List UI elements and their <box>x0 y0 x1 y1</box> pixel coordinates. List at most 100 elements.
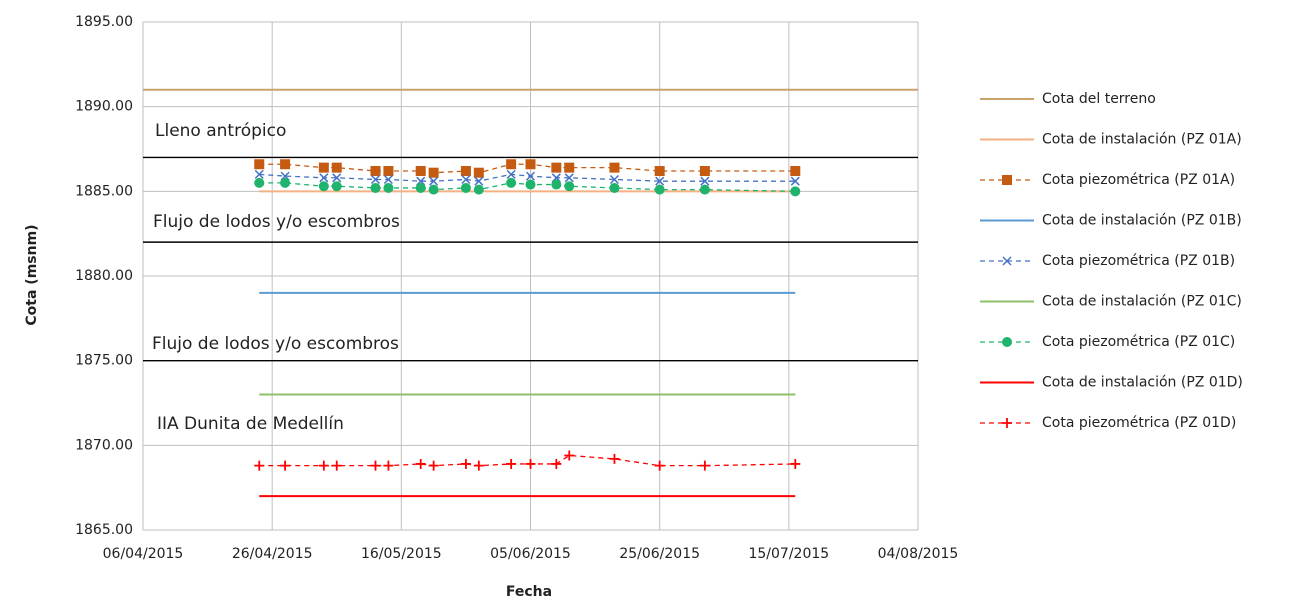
marker <box>460 166 471 177</box>
marker <box>564 450 575 461</box>
marker <box>318 460 329 471</box>
legend-item: Cota de instalación (PZ 01D) <box>980 375 1243 391</box>
marker <box>473 184 484 195</box>
marker <box>473 167 484 178</box>
annotation: Flujo de lodos y/o escombros <box>153 212 400 232</box>
x-tick-label: 05/06/2015 <box>490 546 571 562</box>
x-tick-label: 25/06/2015 <box>619 546 700 562</box>
marker <box>654 460 665 471</box>
marker <box>383 174 393 185</box>
marker <box>551 162 562 173</box>
legend-label: Cota piezométrica (PZ 01C) <box>1042 334 1235 350</box>
marker <box>564 181 575 192</box>
y-tick-label: 1880.00 <box>75 268 133 284</box>
marker <box>551 458 562 469</box>
legend-label: Cota de instalación (PZ 01D) <box>1042 375 1243 391</box>
marker <box>429 176 439 186</box>
marker <box>383 460 394 471</box>
legend-item: Cota piezométrica (PZ 01A) <box>980 172 1235 188</box>
marker <box>609 162 620 173</box>
marker <box>415 458 426 469</box>
marker <box>609 182 620 193</box>
x-tick-label: 26/04/2015 <box>232 546 313 562</box>
legend-marker <box>1002 418 1012 428</box>
marker <box>383 182 394 193</box>
marker <box>331 162 342 173</box>
legend-label: Cota piezométrica (PZ 01A) <box>1042 172 1235 188</box>
marker <box>280 159 291 170</box>
marker <box>370 166 381 177</box>
legend-label: Cota del terreno <box>1042 91 1156 107</box>
marker <box>506 159 517 170</box>
legend-label: Cota de instalación (PZ 01B) <box>1042 213 1242 229</box>
marker <box>564 173 574 183</box>
marker <box>525 179 536 190</box>
legend-item: Cota de instalación (PZ 01C) <box>980 294 1242 310</box>
marker <box>383 166 394 177</box>
legend-item: Cota piezométrica (PZ 01D) <box>980 415 1236 431</box>
marker <box>254 159 265 170</box>
marker <box>331 460 342 471</box>
annotation: IIA Dunita de Medellín <box>157 414 344 434</box>
marker <box>370 460 381 471</box>
marker <box>655 176 665 186</box>
legend-label: Cota de instalación (PZ 01A) <box>1042 132 1242 148</box>
y-tick-label: 1870.00 <box>75 437 133 453</box>
marker <box>473 460 484 471</box>
marker <box>790 458 801 469</box>
marker <box>428 184 439 195</box>
legend-item: Cota del terreno <box>980 91 1156 107</box>
x-axis-title: Fecha <box>506 584 552 600</box>
x-tick-label: 16/05/2015 <box>361 546 442 562</box>
marker <box>254 460 265 471</box>
marker <box>415 182 426 193</box>
series-line <box>259 173 796 182</box>
marker <box>428 460 439 471</box>
marker <box>609 174 619 185</box>
x-tick-label: 04/08/2015 <box>878 546 959 562</box>
marker <box>551 179 562 190</box>
marker <box>332 173 342 183</box>
y-tick-label: 1890.00 <box>75 99 133 115</box>
legend-label: Cota piezométrica (PZ 01D) <box>1042 415 1236 431</box>
marker <box>700 176 710 186</box>
y-tick-label: 1865.00 <box>75 522 133 538</box>
marker <box>370 182 381 193</box>
legend-item: Cota de instalación (PZ 01A) <box>980 132 1242 148</box>
legend-item: Cota piezométrica (PZ 01C) <box>980 334 1235 350</box>
marker <box>280 177 291 188</box>
marker <box>428 167 439 178</box>
marker <box>254 177 265 188</box>
marker <box>280 460 291 471</box>
marker <box>654 166 665 177</box>
marker <box>564 162 575 173</box>
marker <box>506 169 516 179</box>
marker <box>609 453 620 464</box>
marker <box>460 458 471 469</box>
legend-marker <box>1002 256 1012 266</box>
marker <box>318 162 329 173</box>
legend-item: Cota piezométrica (PZ 01B) <box>980 253 1235 269</box>
y-tick-label: 1895.00 <box>75 14 133 30</box>
annotation: Flujo de lodos y/o escombros <box>152 334 399 354</box>
marker <box>654 184 665 195</box>
marker <box>790 166 801 177</box>
legend-label: Cota de instalación (PZ 01C) <box>1042 294 1242 310</box>
y-tick-label: 1875.00 <box>75 353 133 369</box>
marker <box>699 166 710 177</box>
marker <box>506 458 517 469</box>
marker <box>461 174 471 185</box>
annotation: Lleno antrópico <box>155 121 286 141</box>
y-tick-label: 1885.00 <box>75 183 133 199</box>
marker <box>790 176 800 186</box>
legend-item: Cota de instalación (PZ 01B) <box>980 213 1242 229</box>
marker <box>460 182 471 193</box>
legend-marker <box>1002 337 1012 347</box>
marker <box>415 166 426 177</box>
x-tick-label: 06/04/2015 <box>103 546 184 562</box>
marker <box>506 177 517 188</box>
marker <box>254 169 264 179</box>
marker <box>525 171 536 181</box>
marker <box>319 173 329 183</box>
